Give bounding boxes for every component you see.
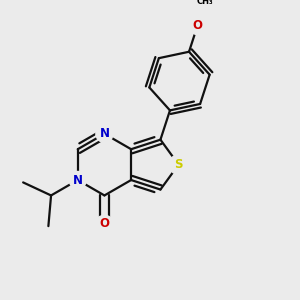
Circle shape [96, 215, 113, 232]
Text: O: O [192, 20, 203, 32]
Circle shape [69, 172, 86, 189]
Circle shape [192, 0, 218, 15]
Circle shape [169, 155, 188, 174]
Text: S: S [174, 158, 183, 171]
Text: CH₃: CH₃ [197, 0, 214, 6]
Text: O: O [99, 217, 110, 230]
Text: N: N [73, 173, 83, 187]
Circle shape [189, 17, 206, 34]
Circle shape [96, 125, 113, 142]
Text: N: N [99, 127, 110, 140]
